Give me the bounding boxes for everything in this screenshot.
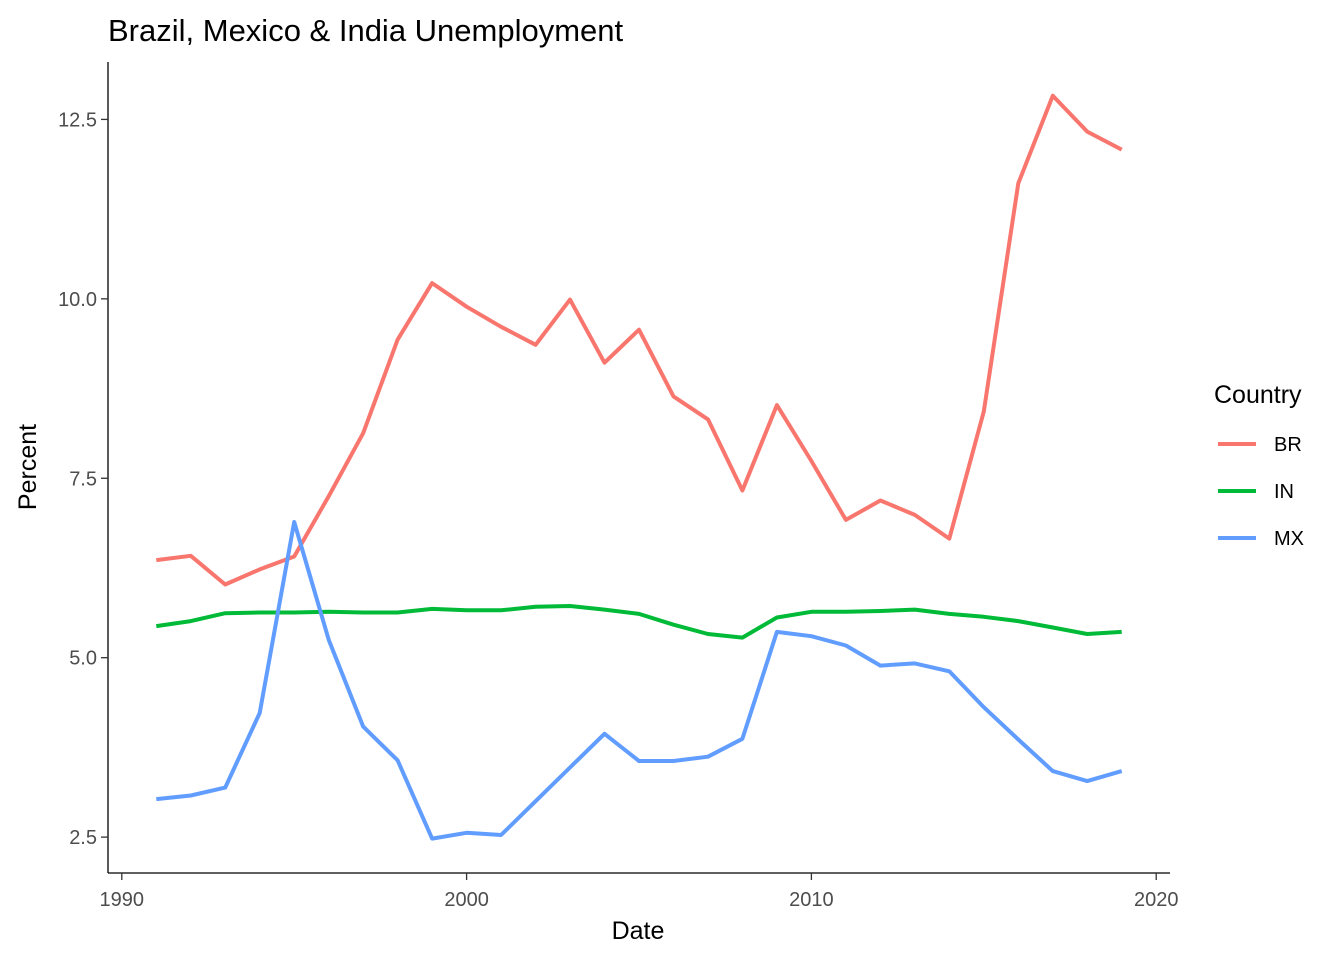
y-tick-label: 7.5 bbox=[69, 468, 97, 490]
x-tick-label: 2000 bbox=[444, 889, 489, 911]
plot-area: 2.5 5.0 7.5 10.0 12.5 1990 2000 2010 2020 bbox=[58, 62, 1178, 911]
series-line-in bbox=[156, 604, 1122, 640]
y-tick-label: 12.5 bbox=[58, 109, 97, 131]
x-tick-label: 2020 bbox=[1134, 889, 1179, 911]
x-tick-label: 1990 bbox=[100, 889, 145, 911]
legend-title: Country bbox=[1214, 381, 1302, 409]
series-line-br bbox=[156, 93, 1123, 587]
chart-title: Brazil, Mexico & India Unemployment bbox=[108, 13, 624, 48]
legend: Country BR IN MX bbox=[1214, 381, 1304, 550]
legend-label-mx: MX bbox=[1274, 528, 1304, 550]
legend-label-br: BR bbox=[1274, 434, 1302, 456]
series-line-mx bbox=[156, 520, 1123, 841]
x-tick-label: 2010 bbox=[789, 889, 834, 911]
legend-label-in: IN bbox=[1274, 481, 1294, 503]
y-tick-label: 5.0 bbox=[69, 648, 97, 670]
y-tick-label: 10.0 bbox=[58, 289, 97, 311]
x-axis-title: Date bbox=[612, 917, 665, 945]
y-tick-label: 2.5 bbox=[69, 827, 97, 849]
y-axis-title: Percent bbox=[14, 424, 42, 510]
